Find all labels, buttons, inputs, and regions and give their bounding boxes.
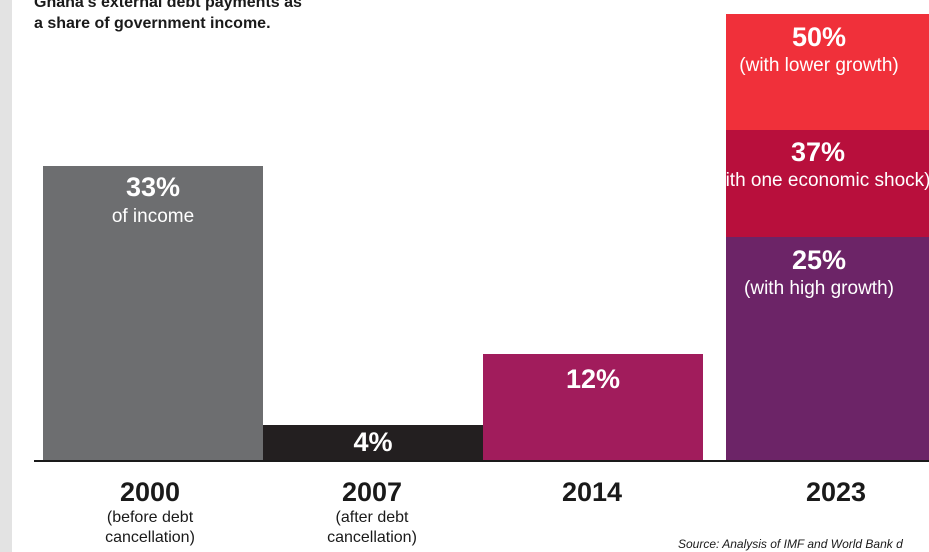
category-2007-note: (after debt cancellation) (327, 509, 417, 546)
bar-2007-value-label: 4% (353, 427, 393, 457)
chart-title: Ghana's external debt payments as a shar… (34, 0, 394, 34)
bar-2000: 33% of income (43, 166, 263, 461)
category-2000-year: 2000 (119, 477, 181, 507)
source-note: Source: Analysis of IMF and World Bank d (678, 537, 903, 551)
segment-one-shock-desc: (with one economic shock) (726, 170, 929, 191)
category-2014-year: 2014 (561, 477, 623, 507)
segment-one-shock-label: 37% (with one economic shock) (726, 137, 929, 195)
category-2000: 2000 (before debt cancellation) (40, 476, 260, 548)
category-2007-year: 2007 (341, 477, 403, 507)
segment-high-growth-desc: (with high growth) (744, 278, 894, 299)
bar-2000-label: 33% of income (43, 172, 263, 232)
segment-high-growth-label: 25% (with high growth) (726, 245, 929, 303)
category-2023: 2023 (726, 476, 929, 508)
bar-2023-lower-growth-segment: 50% (with lower growth) (726, 14, 929, 130)
category-2023-year: 2023 (805, 477, 867, 507)
category-2007: 2007 (after debt cancellation) (262, 476, 482, 548)
segment-lower-growth-label: 50% (with lower growth) (726, 22, 929, 80)
bar-2023-high-growth-segment: 25% (with high growth) (726, 237, 929, 461)
bar-2000-desc-label: of income (111, 206, 195, 227)
category-2000-note: (before debt cancellation) (105, 509, 195, 546)
segment-lower-growth-value: 50% (791, 22, 847, 52)
segment-one-shock-value: 37% (790, 137, 846, 167)
bar-2000-value-label: 33% (125, 172, 181, 202)
x-axis-baseline (34, 460, 929, 462)
segment-lower-growth-desc: (with lower growth) (739, 55, 899, 76)
bar-2014-label: 12% (483, 364, 703, 394)
bar-2023-one-shock-segment: 37% (with one economic shock) (726, 130, 929, 237)
bar-2014-value-label: 12% (565, 364, 621, 394)
bar-2007: 4% (263, 425, 483, 461)
chart-title-line-1: Ghana's external debt payments as (34, 0, 302, 11)
chart-title-line-2: a share of government income. (34, 15, 271, 32)
segment-high-growth-value: 25% (791, 245, 847, 275)
left-margin-strip (0, 0, 12, 552)
bar-2007-label: 4% (263, 427, 483, 457)
bar-2014: 12% (483, 354, 703, 461)
category-2014: 2014 (482, 476, 702, 508)
